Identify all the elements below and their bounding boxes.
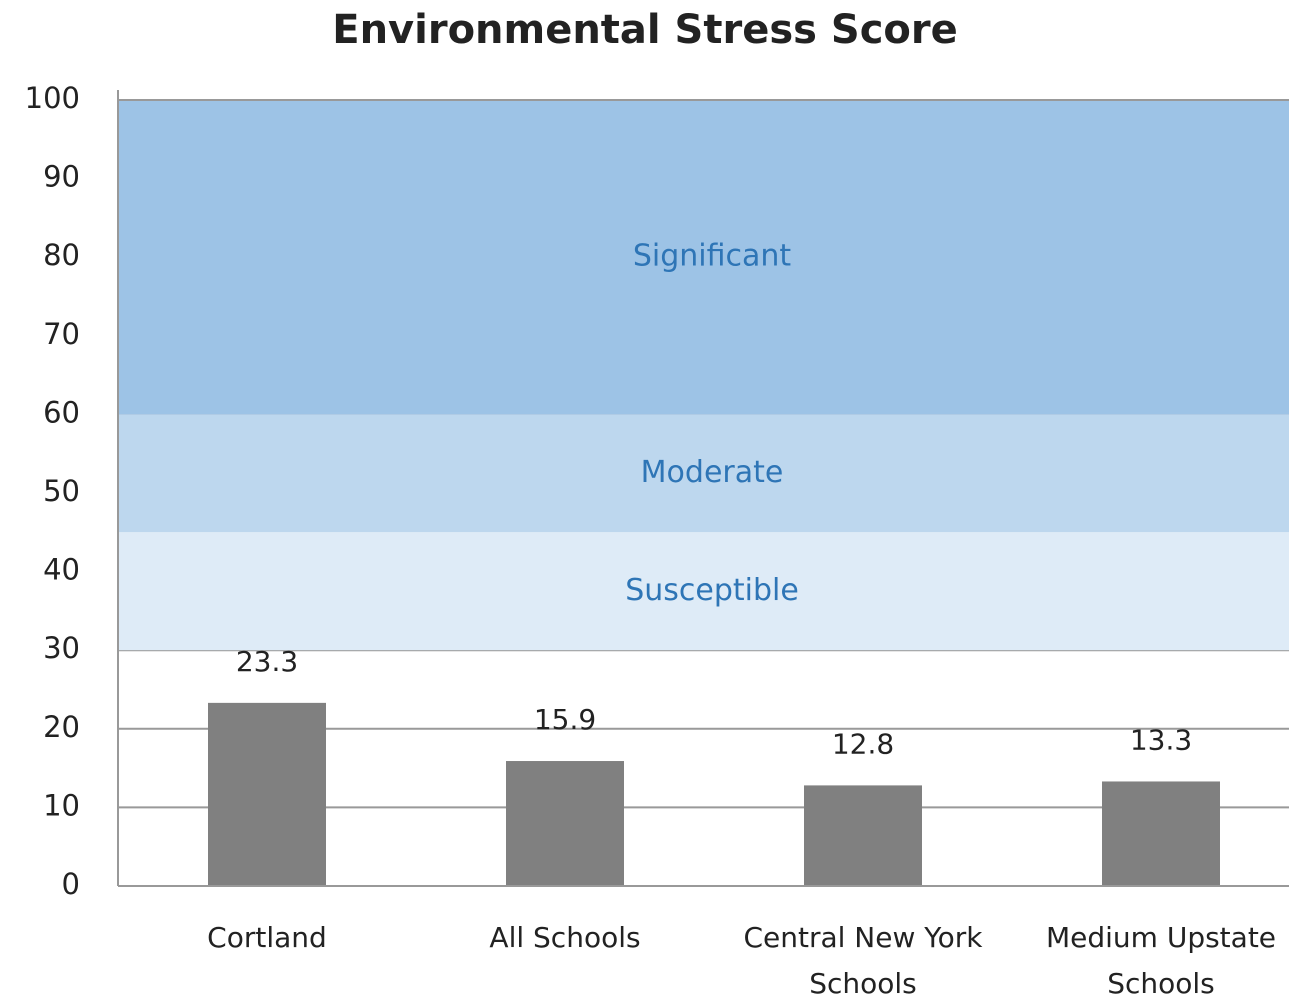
- x-tick-label: Medium Upstate Schools: [1045, 921, 1277, 1000]
- chart-title: Environmental Stress Score: [332, 7, 958, 53]
- bar: [1102, 781, 1220, 886]
- y-tick-label: 0: [62, 867, 80, 901]
- y-tick-label: 20: [43, 710, 80, 744]
- y-tick-label: 10: [43, 788, 80, 822]
- data-label: 12.8: [832, 727, 894, 760]
- band-label: Moderate: [641, 455, 784, 490]
- bar: [804, 785, 922, 886]
- band: [118, 100, 1289, 415]
- y-tick-label: 40: [43, 553, 80, 587]
- y-tick-label: 100: [25, 81, 80, 115]
- data-label: 13.3: [1130, 723, 1192, 756]
- x-tick-label: Cortland: [207, 921, 327, 954]
- band: [118, 414, 1289, 533]
- y-tick-label: 80: [43, 238, 80, 272]
- band-label: Significant: [633, 239, 792, 274]
- x-tick-label: Central New York Schools: [743, 921, 983, 1000]
- y-tick-label: 30: [43, 631, 80, 665]
- data-label: 23.3: [236, 645, 298, 678]
- y-tick-label: 60: [43, 395, 80, 429]
- band: [118, 532, 1289, 651]
- bar: [506, 761, 624, 886]
- y-tick-label: 70: [43, 317, 80, 351]
- band-label: Susceptible: [625, 573, 799, 608]
- y-tick-label: 50: [43, 474, 80, 508]
- x-tick-label: All Schools: [489, 921, 641, 954]
- bar: [208, 702, 326, 886]
- data-label: 15.9: [534, 703, 596, 736]
- y-tick-label: 90: [43, 160, 80, 194]
